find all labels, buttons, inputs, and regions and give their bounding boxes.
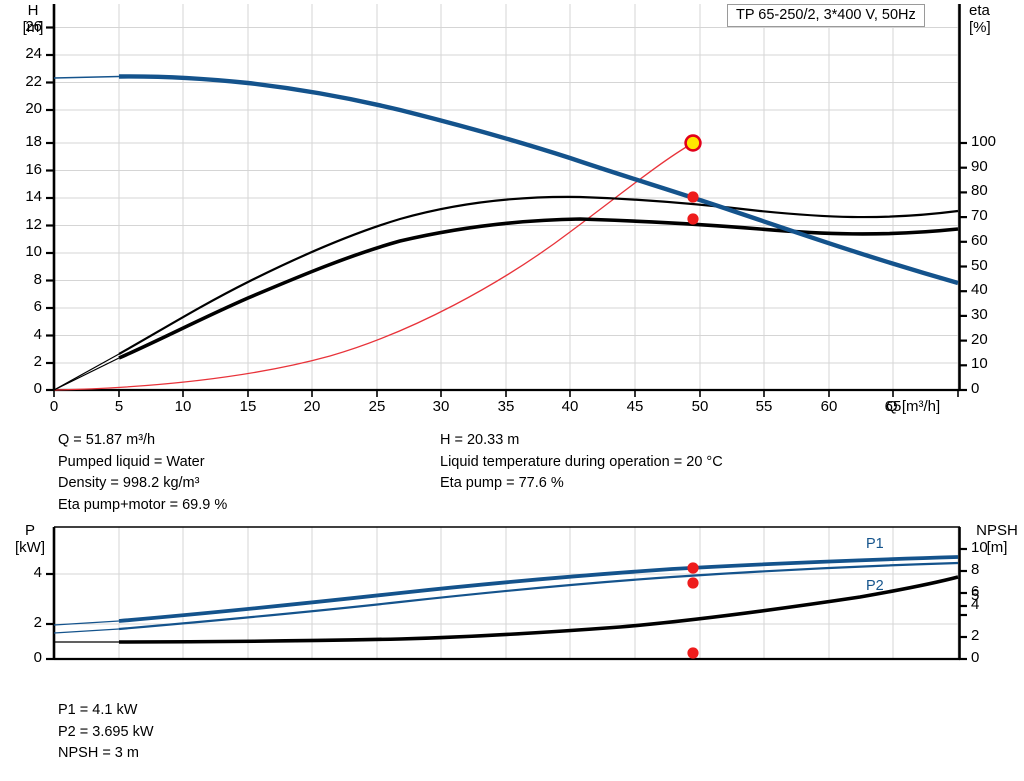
p2-curve-thin xyxy=(53,628,120,634)
info-right-line-0: H = 20.33 m xyxy=(440,432,520,448)
upper-left-ticks xyxy=(46,26,54,392)
legend-label-p1: P1 xyxy=(866,536,884,552)
duty-marker-eta-pump-motor xyxy=(687,213,699,225)
duty-marker-npsh xyxy=(687,647,699,659)
power-npsh-chart-canvas xyxy=(46,526,967,661)
p2-curve xyxy=(118,561,959,631)
info-left-line-3: Eta pump+motor = 69.9 % xyxy=(58,496,228,513)
lower-grid-vertical xyxy=(118,527,959,659)
info-bottom-line-2: NPSH = 3 m xyxy=(58,745,139,761)
duty-marker-p1 xyxy=(687,562,699,574)
info-bottom-line-1: P2 = 3.695 kW xyxy=(58,723,154,740)
upper-x-ticks xyxy=(53,390,959,397)
info-left-line-2: Density = 998.2 kg/m³ xyxy=(58,475,200,491)
upper-y-left-unit: [m] xyxy=(22,19,44,36)
lower-y-left-unit: [kW] xyxy=(15,539,45,556)
info-right-line-1: Liquid temperature during operation = 20… xyxy=(440,453,723,470)
upper-x-axis-title: Q [m³/h] xyxy=(886,398,941,415)
info-block-right: H = 20.33 m Liquid temperature during op… xyxy=(440,430,723,495)
p1-curve xyxy=(118,555,959,623)
lower-y-right-name: NPSH xyxy=(976,522,1018,539)
eta-pump-motor-curve-thin xyxy=(53,357,120,391)
head-curve xyxy=(118,74,959,286)
info-right-line-2: Eta pump = 77.6 % xyxy=(440,475,564,491)
duty-marker-p2 xyxy=(687,577,699,589)
lower-y-left-axis-title: P [kW] xyxy=(8,522,52,556)
lower-left-ticks xyxy=(46,572,54,661)
info-block-left: Q = 51.87 m³/h Pumped liquid = Water Den… xyxy=(58,430,227,516)
upper-y-left-name: H xyxy=(27,2,39,19)
duty-point-marker[interactable] xyxy=(684,134,702,152)
lower-right-ticks xyxy=(959,547,967,661)
upper-y-right-unit: [%] xyxy=(969,19,991,36)
info-left-line-1: Pumped liquid = Water xyxy=(58,453,205,470)
lower-y-right-unit: [m] xyxy=(986,539,1008,556)
lower-y-right-axis-title: NPSH [m] xyxy=(969,522,1024,556)
pump-title-box: TP 65-250/2, 3*400 V, 50Hz xyxy=(727,4,925,27)
info-bottom-line-0: P1 = 4.1 kW xyxy=(58,702,138,718)
p1-curve-thin xyxy=(53,620,120,626)
grid-vertical xyxy=(118,4,959,390)
legend-label-p2: P2 xyxy=(866,578,884,594)
head-eta-chart-canvas xyxy=(46,4,967,397)
upper-y-right-axis-title: eta [%] xyxy=(969,2,1019,36)
upper-y-right-name: eta xyxy=(969,2,990,19)
duty-marker-eta-pump xyxy=(687,191,699,203)
info-left-line-0: Q = 51.87 m³/h xyxy=(58,432,156,448)
upper-y-left-axis-title: H [m] xyxy=(16,2,50,36)
eta-total-curve xyxy=(53,142,694,391)
eta-pump-curve xyxy=(118,195,959,355)
lower-y-left-name: P xyxy=(24,522,35,539)
npsh-curve xyxy=(118,575,959,644)
head-curve-thin xyxy=(53,75,120,79)
eta-pump-motor-curve xyxy=(118,217,959,360)
upper-right-ticks xyxy=(959,141,967,392)
info-block-bottom: P1 = 4.1 kW P2 = 3.695 kW NPSH = 3 m xyxy=(58,700,154,765)
